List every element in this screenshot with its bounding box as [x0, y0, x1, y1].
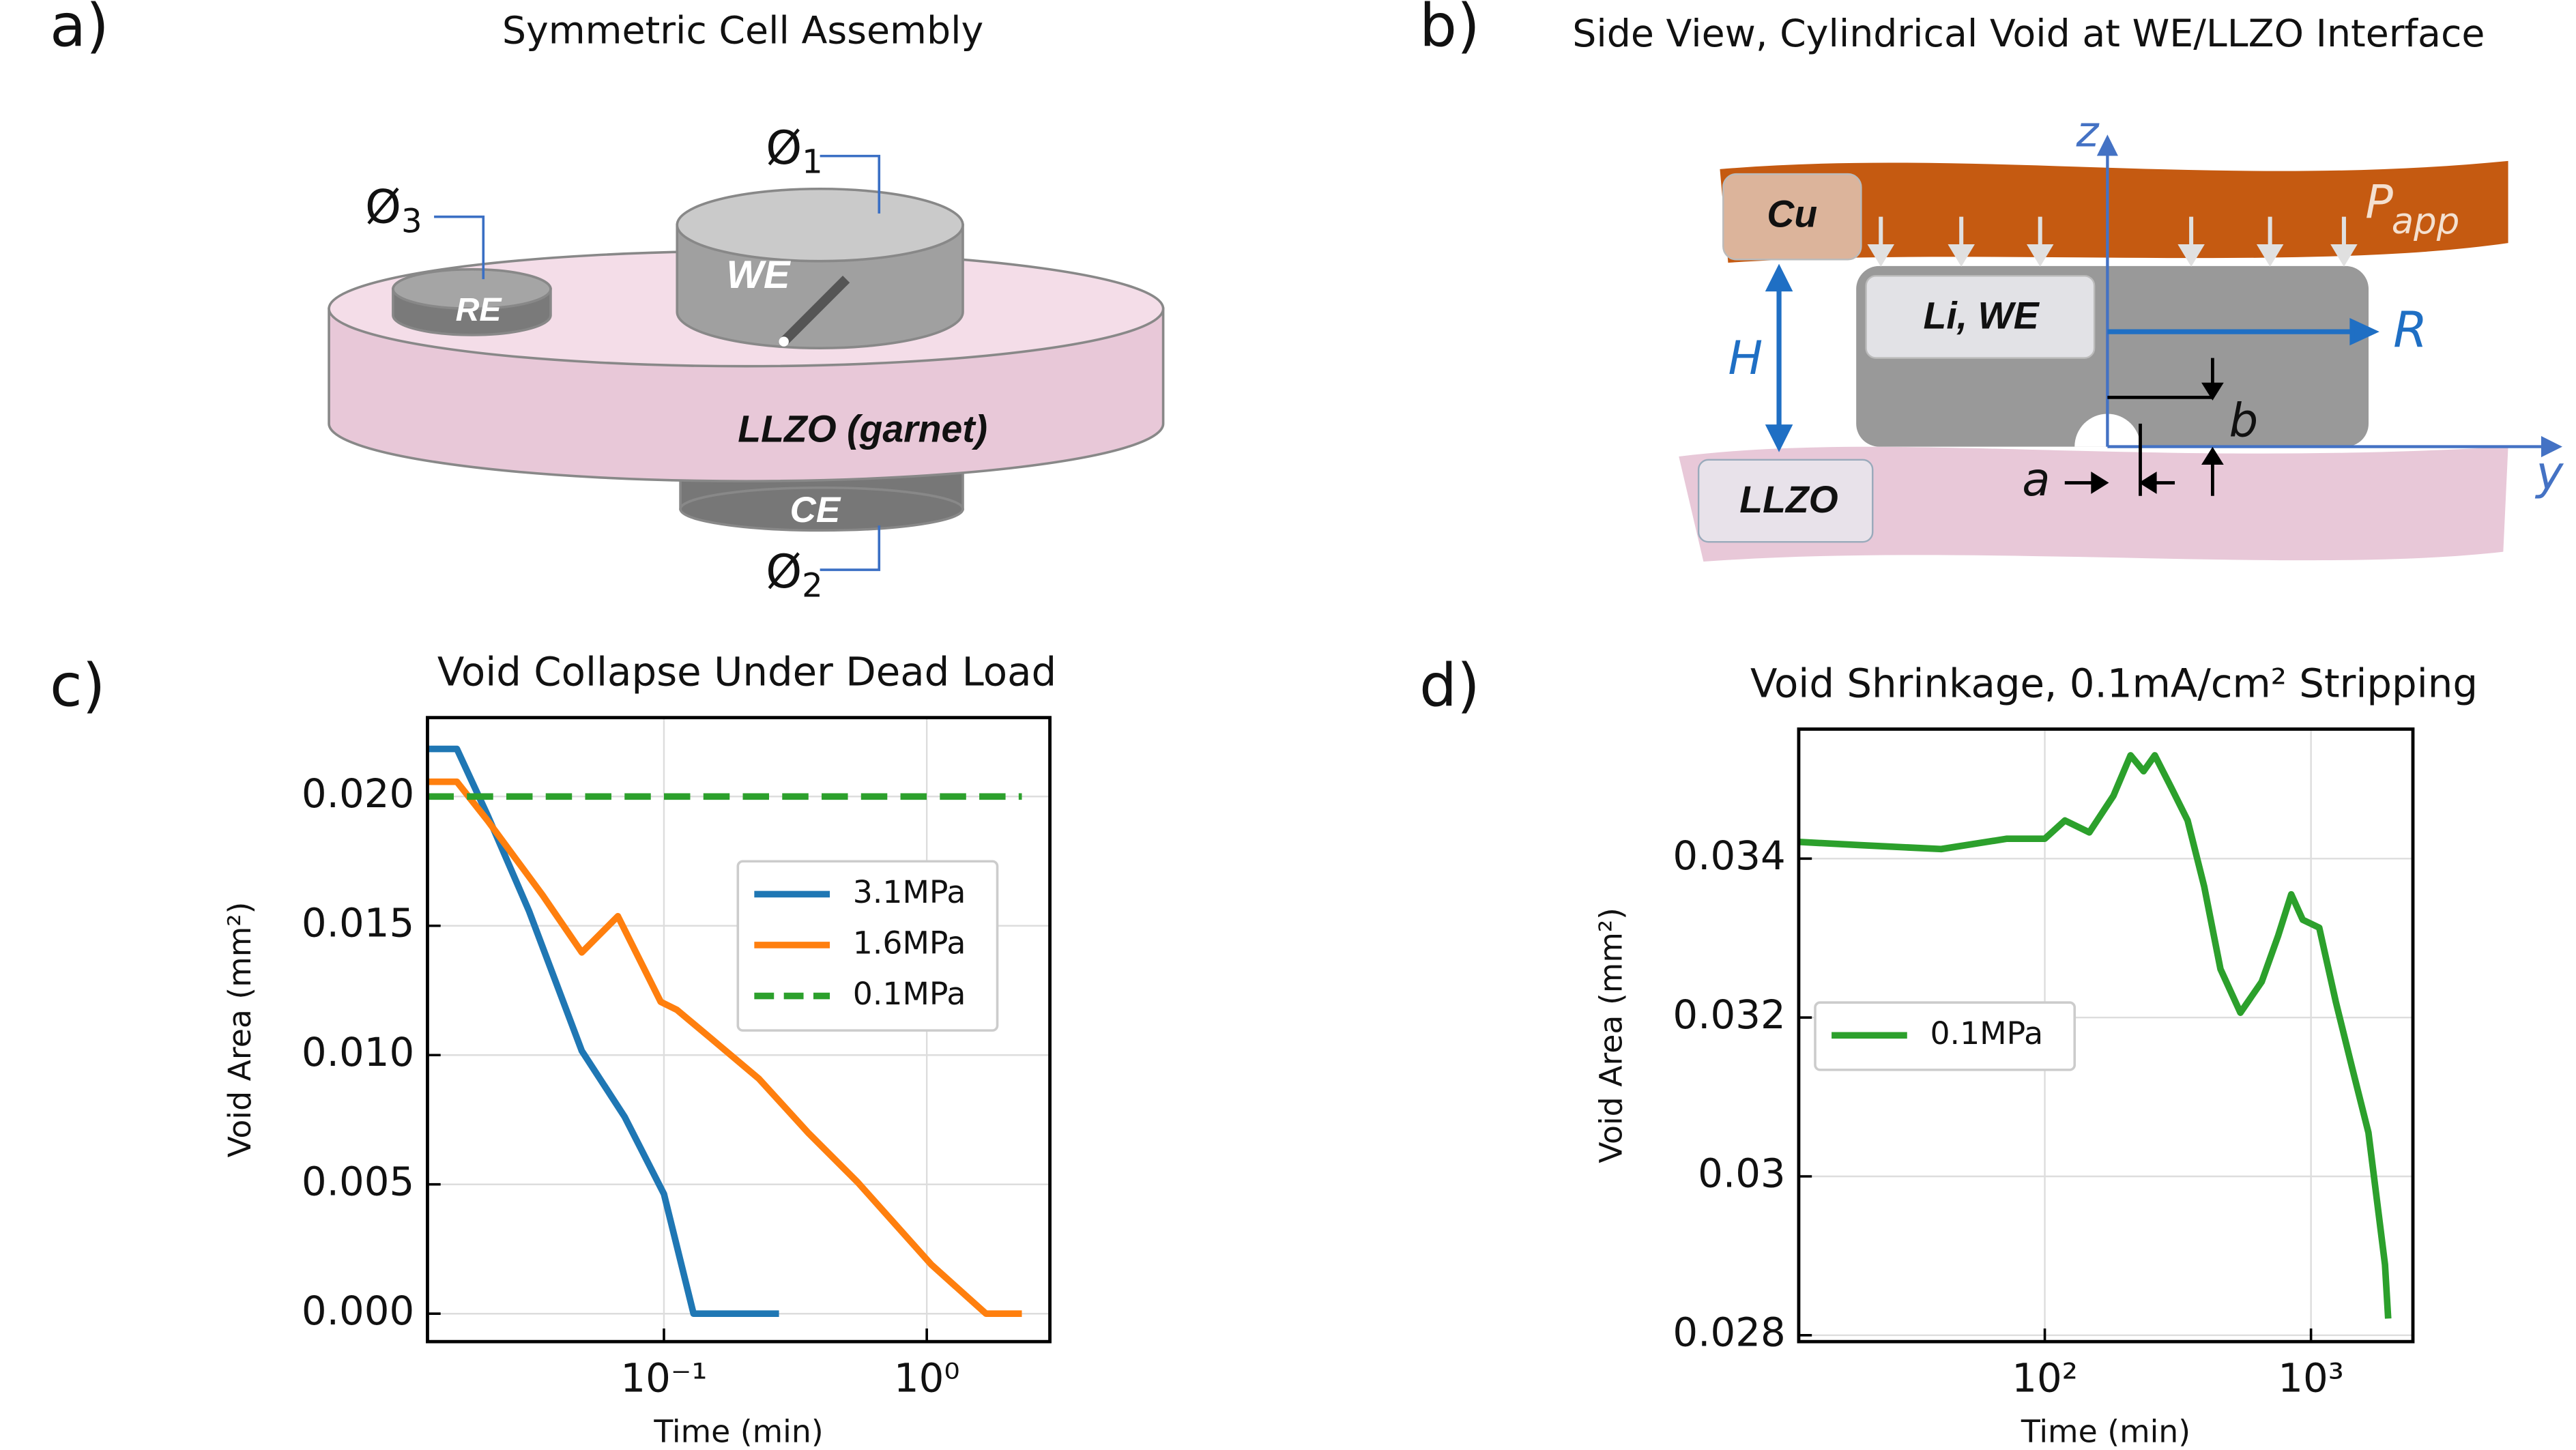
- y-tick-label: 0.015: [302, 899, 414, 946]
- panel-label: b): [1419, 0, 1480, 60]
- p-label: P: [2365, 175, 2393, 229]
- panel-title: Symmetric Cell Assembly: [502, 9, 983, 53]
- llzo-label: LLZO (garnet): [738, 408, 987, 450]
- legend-label: 0.1MPa: [1930, 1015, 2043, 1052]
- plot-frame: [426, 716, 1052, 1344]
- y-tick-label: 0.010: [302, 1029, 414, 1075]
- diameter-symbol: Ø: [766, 121, 802, 175]
- y-axis-label: y: [2534, 446, 2564, 499]
- plot-frame: [1797, 727, 2415, 1344]
- ce-label: CE: [790, 490, 841, 530]
- panel-label: a): [50, 0, 109, 60]
- we-label: WE: [726, 253, 791, 297]
- legend-box: [1814, 1001, 2076, 1071]
- cell-drawing: [328, 154, 1165, 571]
- y-tick-label: 0.000: [302, 1288, 414, 1334]
- r-label: R: [2393, 302, 2427, 360]
- y-tick-label: 0.005: [302, 1158, 414, 1204]
- y-tick-label: 0.020: [302, 770, 414, 817]
- li-label: Li, WE: [1924, 294, 2040, 336]
- y-tick-label: 0.032: [1673, 991, 1785, 1038]
- series-line: [427, 778, 1022, 1318]
- x-axis-label: Time (min): [2021, 1413, 2190, 1449]
- y-axis-label: Void Area (mm²): [1593, 908, 1630, 1163]
- x-axis-label: Time (min): [653, 1413, 823, 1449]
- chart-title: Void Shrinkage, 0.1mA/cm² Stripping: [1750, 661, 2478, 707]
- panel-label: c): [50, 652, 105, 721]
- legend-label: 1.6MPa: [853, 925, 966, 961]
- x-tick-label: 10⁰: [894, 1355, 960, 1402]
- x-tick-label: 10³: [2278, 1355, 2344, 1402]
- series-line: [1798, 752, 2392, 1319]
- diameter-index: 2: [802, 567, 823, 605]
- z-axis-label: z: [2076, 106, 2100, 156]
- p-subscript: app: [2392, 201, 2460, 242]
- y-tick-label: 0.03: [1698, 1150, 1786, 1197]
- diameter-symbol: Ø: [365, 180, 401, 234]
- series-line: [427, 745, 779, 1318]
- panel-label: d): [1419, 652, 1480, 721]
- re-label: RE: [456, 291, 503, 328]
- y-tick-label: 0.028: [1673, 1309, 1785, 1355]
- legend-label: 3.1MPa: [853, 874, 966, 910]
- x-tick-label: 10⁻¹: [620, 1355, 707, 1402]
- interface-drawing: [1679, 134, 2563, 562]
- b-label: b: [2229, 393, 2258, 447]
- y-tick-label: 0.034: [1673, 832, 1785, 879]
- cu-label: Cu: [1767, 192, 1817, 235]
- x-tick-label: 10²: [2012, 1355, 2078, 1402]
- diameter-index: 3: [401, 202, 422, 240]
- diameter-symbol: Ø: [766, 545, 802, 598]
- y-axis-label: Void Area (mm²): [222, 902, 258, 1158]
- chart-title: Void Collapse Under Dead Load: [437, 649, 1056, 695]
- legend-box: [736, 860, 999, 1032]
- llzo-label: LLZO: [1739, 478, 1838, 521]
- diameter-index: 1: [802, 143, 823, 182]
- panel-title: Side View, Cylindrical Void at WE/LLZO I…: [1572, 12, 2485, 56]
- h-label: H: [1728, 331, 1763, 385]
- a-label: a: [2022, 452, 2050, 506]
- legend-label: 0.1MPa: [853, 976, 966, 1012]
